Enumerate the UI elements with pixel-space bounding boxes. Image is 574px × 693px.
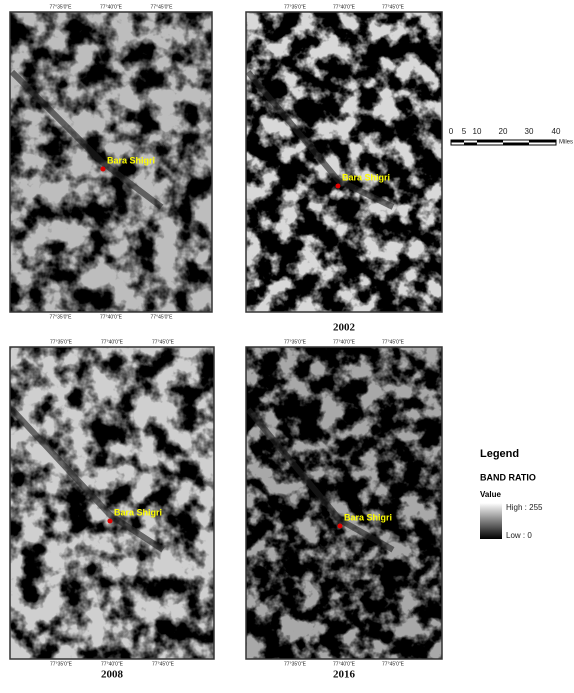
legend-field: Value xyxy=(480,490,501,499)
place-label: Bara Shigri xyxy=(107,155,155,165)
scale-tick-label: 30 xyxy=(525,127,534,136)
coordinate-label: 77°45'0"E xyxy=(151,4,174,10)
coordinate-label: 77°40'0"E xyxy=(333,661,356,667)
coordinate-label: 77°35'0"E xyxy=(50,661,73,667)
coordinate-label: 77°35'0"E xyxy=(50,314,73,320)
coordinate-label: 77°35'0"E xyxy=(50,4,73,10)
scale-tick-label: 40 xyxy=(552,127,561,136)
map-shading xyxy=(246,347,442,659)
place-label: Bara Shigri xyxy=(114,507,162,517)
scale-tick-label: 5 xyxy=(462,127,467,136)
legend-high: High : 255 xyxy=(506,503,543,512)
location-marker xyxy=(337,523,343,529)
coordinate-label: 77°40'0"E xyxy=(100,4,123,10)
map-shading xyxy=(10,347,214,659)
valley xyxy=(9,69,164,210)
coordinate-label: 77°40'0"E xyxy=(101,661,124,667)
valley xyxy=(9,407,165,553)
year-label: 2008 xyxy=(101,669,124,681)
year-label: 2002 xyxy=(333,322,356,334)
map-panel: Bara Shigri 77°35'0"E 77°40'0"E 77°45'0"E 20… xyxy=(245,4,443,334)
coordinate-label: 77°45'0"E xyxy=(152,661,175,667)
scale-unit: Miles xyxy=(559,140,573,146)
valley xyxy=(245,407,395,553)
valley xyxy=(245,70,395,210)
coordinate-label: 77°35'0"E xyxy=(284,661,307,667)
coordinate-label: 77°40'0"E xyxy=(333,339,356,345)
map-panel: Bara Shigri 77°35'0"E 77°40'0"E 77°45'0"E 77… xyxy=(9,339,215,681)
coordinate-label: 77°35'0"E xyxy=(50,339,73,345)
map-shading xyxy=(246,12,442,312)
coordinate-label: 77°45'0"E xyxy=(382,661,405,667)
map-panel: Bara Shigri 77°35'0"E 77°40'0"E 77°45'0"E 77… xyxy=(245,339,443,681)
coordinate-label: 77°40'0"E xyxy=(101,339,124,345)
legend-ramp xyxy=(480,503,502,539)
legend-layer: BAND RATIO xyxy=(480,472,536,482)
scale-tick-label: 20 xyxy=(499,127,508,136)
map-frame xyxy=(9,346,215,660)
scale-tick-label: 10 xyxy=(473,127,482,136)
map-frame xyxy=(245,11,443,313)
location-marker xyxy=(335,183,341,189)
legend: Legend BAND RATIO Value High : 255 Low :… xyxy=(480,448,543,540)
coordinate-label: 77°45'0"E xyxy=(382,4,405,10)
map-panel: Bara Shigri 77°35'0"E 77°40'0"E 77°45'0"E 77… xyxy=(9,4,213,320)
place-label: Bara Shigri xyxy=(342,172,390,182)
legend-low: Low : 0 xyxy=(506,531,532,540)
legend-title: Legend xyxy=(480,448,519,460)
map-frame xyxy=(245,346,443,660)
map-frame xyxy=(9,11,213,313)
year-label: 2016 xyxy=(333,669,356,681)
location-marker xyxy=(100,166,106,172)
scale-bar xyxy=(450,139,557,146)
coordinate-label: 77°45'0"E xyxy=(152,339,175,345)
coordinate-label: 77°45'0"E xyxy=(382,339,405,345)
place-label: Bara Shigri xyxy=(344,512,392,522)
coordinate-label: 77°40'0"E xyxy=(100,314,123,320)
location-marker xyxy=(107,518,113,524)
coordinate-label: 77°35'0"E xyxy=(284,4,307,10)
coordinate-label: 77°45'0"E xyxy=(151,314,174,320)
coordinate-label: 77°40'0"E xyxy=(333,4,356,10)
coordinate-label: 77°35'0"E xyxy=(284,339,307,345)
scale-tick-label: 0 xyxy=(449,127,454,136)
map-shading xyxy=(10,12,212,312)
